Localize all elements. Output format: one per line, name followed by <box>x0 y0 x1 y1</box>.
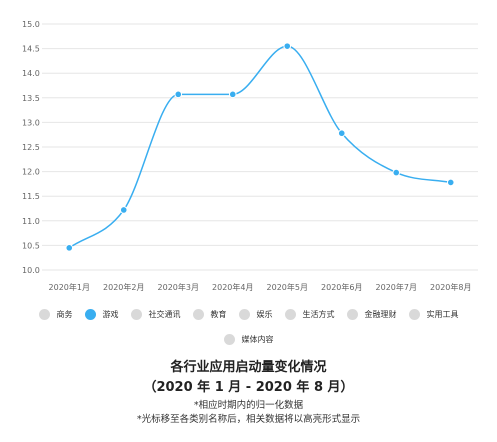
legend-dot-icon <box>84 308 96 320</box>
x-tick-label: 2020年1月 <box>49 282 90 292</box>
chart-note-hover: *光标移至各类别名称后，相关数据将以高亮形式显示 <box>136 414 361 425</box>
chart-subtitle: （2020 年 1 月 - 2020 年 8 月） <box>143 380 354 395</box>
legend-label: 实用工具 <box>426 309 459 319</box>
legend-dot-icon <box>346 308 358 320</box>
legend-label: 生活方式 <box>302 309 335 319</box>
data-point <box>392 168 401 177</box>
legend-label: 商务 <box>56 309 73 319</box>
legend-item[interactable]: 媒体内容 <box>223 332 274 346</box>
legend-dot-icon <box>192 308 204 320</box>
x-tick-label: 2020年8月 <box>430 282 471 292</box>
legend-item[interactable]: 娱乐 <box>238 307 273 321</box>
legend-item[interactable]: 商务 <box>38 307 73 321</box>
data-point <box>228 90 237 99</box>
x-tick-label: 2020年7月 <box>376 282 417 292</box>
y-tick-label: 14.5 <box>22 45 40 54</box>
y-tick-label: 11.0 <box>22 217 40 226</box>
legend-item[interactable]: 游戏 <box>84 307 119 321</box>
series-layer <box>65 42 455 252</box>
y-tick-label: 14.0 <box>22 69 40 78</box>
y-tick-label: 13.0 <box>22 118 40 127</box>
legend-row-1: 商务 游戏 社交通讯 教育 娱乐 生活方式 金融理财 实用工具 <box>0 307 497 321</box>
legend-row-2: 媒体内容 <box>0 332 497 346</box>
legend-label: 游戏 <box>102 309 119 319</box>
chart-title: 各行业应用启动量变化情况 <box>170 360 327 375</box>
y-axis-tick-labels: 15.0 14.5 14.0 13.5 13.0 12.5 12.0 11.5 11.0 10.5… <box>22 20 40 275</box>
x-axis-tick-labels: 2020年1月 2020年2月 2020年3月 2020年4月 2020年5月 2020年… <box>49 282 472 292</box>
line-chart: 15.0 14.5 14.0 13.5 13.0 12.5 12.0 11.5 11.0 10.5… <box>22 20 478 292</box>
data-point <box>446 178 455 187</box>
data-point <box>283 42 292 50</box>
x-tick-label: 2020年3月 <box>158 282 199 292</box>
legend-item[interactable]: 社交通讯 <box>130 307 181 321</box>
legend-item[interactable]: 金融理财 <box>346 307 397 321</box>
chart-title-block: 各行业应用启动量变化情况 （2020 年 1 月 - 2020 年 8 月） *… <box>0 358 497 427</box>
y-tick-label: 10.5 <box>22 241 40 250</box>
legend-label: 媒体内容 <box>241 334 274 344</box>
y-tick-label: 13.5 <box>22 94 40 103</box>
y-tick-label: 12.5 <box>22 143 40 152</box>
data-point <box>337 129 346 138</box>
legend-dot-icon <box>238 308 250 320</box>
data-point <box>174 90 183 99</box>
x-tick-label: 2020年4月 <box>212 282 253 292</box>
legend-dot-icon <box>130 308 142 320</box>
legend-dot-icon <box>38 308 50 320</box>
data-point <box>119 206 128 214</box>
legend-item[interactable]: 教育 <box>192 307 227 321</box>
y-tick-label: 15.0 <box>22 20 40 29</box>
legend-item[interactable]: 实用工具 <box>408 307 459 321</box>
y-tick-label: 12.0 <box>22 168 40 177</box>
x-tick-label: 2020年6月 <box>321 282 362 292</box>
x-tick-label: 2020年5月 <box>267 282 308 292</box>
legend-dot-icon <box>223 333 235 345</box>
legend-label: 社交通讯 <box>148 309 181 319</box>
data-point <box>65 244 74 252</box>
legend-label: 金融理财 <box>364 309 397 319</box>
x-tick-label: 2020年2月 <box>103 282 144 292</box>
y-tick-label: 11.5 <box>22 192 40 201</box>
legend-item[interactable]: 生活方式 <box>284 307 335 321</box>
legend-dot-icon <box>408 308 420 320</box>
legend-label: 教育 <box>210 309 227 319</box>
y-tick-label: 10.0 <box>22 266 40 275</box>
legend-dot-icon <box>284 308 296 320</box>
series-line <box>68 45 451 249</box>
legend-label: 娱乐 <box>256 309 273 319</box>
grid-lines <box>42 23 478 271</box>
chart-note-normalized: *相应时期内的归一化数据 <box>193 400 304 411</box>
